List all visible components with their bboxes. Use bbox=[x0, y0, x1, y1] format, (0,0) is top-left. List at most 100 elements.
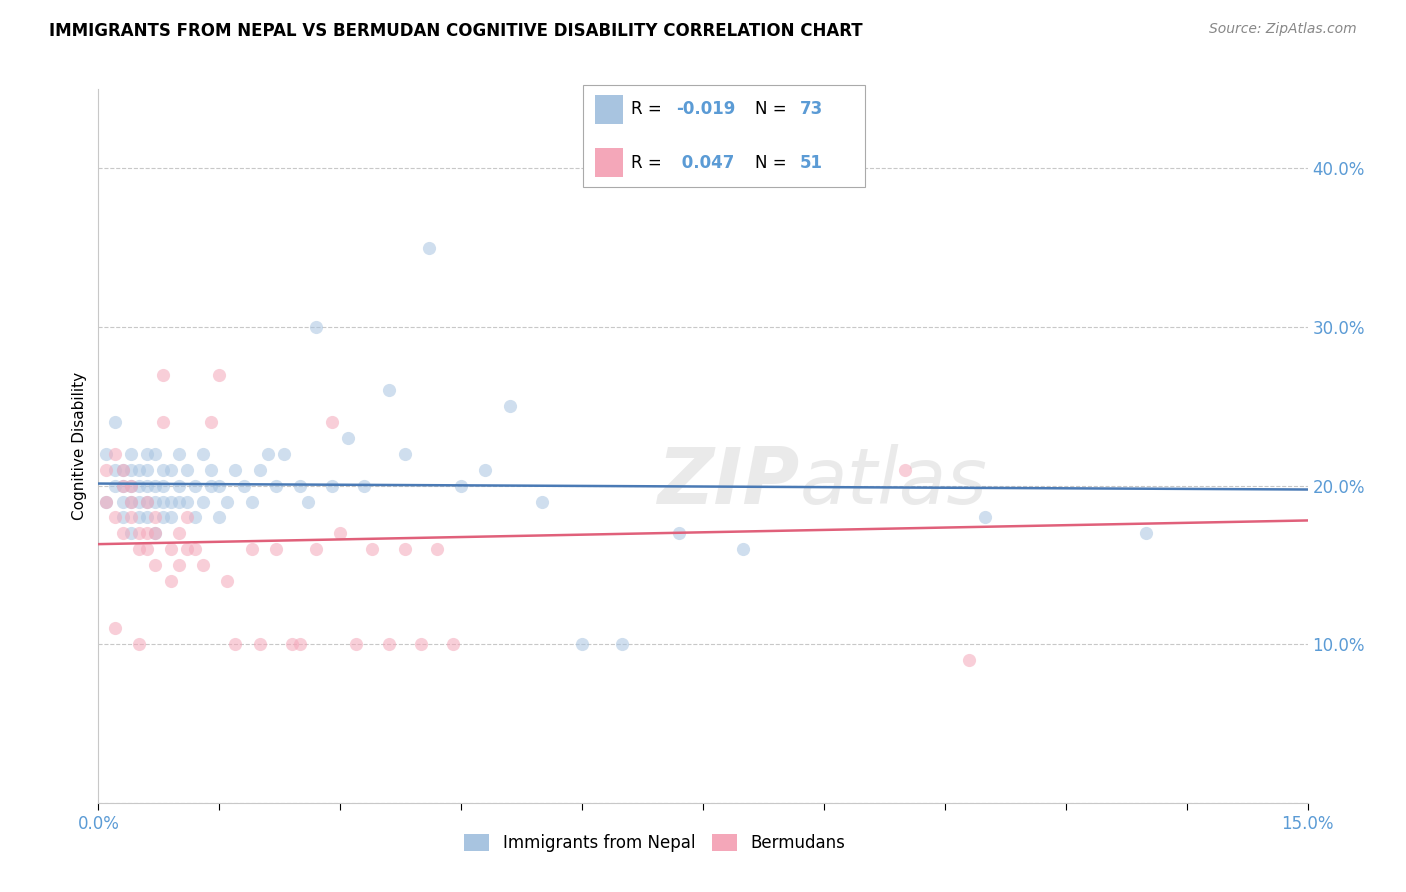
Text: R =: R = bbox=[631, 101, 668, 119]
Text: N =: N = bbox=[755, 101, 792, 119]
Point bbox=[200, 415, 222, 429]
Point bbox=[120, 463, 142, 477]
Point bbox=[184, 510, 207, 524]
Point bbox=[152, 510, 174, 524]
Text: Source: ZipAtlas.com: Source: ZipAtlas.com bbox=[1209, 22, 1357, 37]
Point bbox=[394, 542, 416, 557]
Point bbox=[184, 478, 207, 492]
Point bbox=[135, 463, 157, 477]
Point bbox=[167, 526, 190, 541]
Point bbox=[111, 463, 134, 477]
Point bbox=[208, 510, 231, 524]
Text: 51: 51 bbox=[800, 153, 823, 171]
Point bbox=[409, 637, 432, 651]
Point bbox=[329, 526, 352, 541]
Point bbox=[135, 447, 157, 461]
Point bbox=[571, 637, 593, 651]
Point bbox=[120, 494, 142, 508]
Point bbox=[176, 510, 198, 524]
Point bbox=[167, 447, 190, 461]
Point bbox=[143, 526, 166, 541]
Point bbox=[193, 494, 215, 508]
Point bbox=[208, 478, 231, 492]
Point bbox=[111, 494, 134, 508]
Point bbox=[135, 478, 157, 492]
Text: ZIP: ZIP bbox=[658, 443, 800, 520]
Point bbox=[143, 510, 166, 524]
Point bbox=[135, 542, 157, 557]
Point bbox=[128, 478, 150, 492]
Point bbox=[321, 478, 343, 492]
Point bbox=[143, 494, 166, 508]
Point bbox=[1135, 526, 1157, 541]
Point bbox=[377, 384, 399, 398]
Point bbox=[321, 415, 343, 429]
Point bbox=[176, 463, 198, 477]
Point bbox=[143, 526, 166, 541]
Point bbox=[264, 478, 287, 492]
Point bbox=[135, 494, 157, 508]
Point bbox=[120, 447, 142, 461]
Point bbox=[120, 526, 142, 541]
Text: R =: R = bbox=[631, 153, 668, 171]
Text: atlas: atlas bbox=[800, 443, 987, 520]
Point bbox=[418, 241, 440, 255]
Point bbox=[111, 478, 134, 492]
Point bbox=[143, 447, 166, 461]
Point bbox=[103, 478, 125, 492]
Point bbox=[160, 494, 183, 508]
Point bbox=[240, 542, 263, 557]
Point bbox=[103, 447, 125, 461]
Point bbox=[217, 494, 239, 508]
Point bbox=[135, 526, 157, 541]
Bar bbox=[595, 148, 623, 177]
Point bbox=[450, 478, 472, 492]
Point bbox=[193, 558, 215, 572]
Point bbox=[264, 542, 287, 557]
Point bbox=[288, 637, 311, 651]
Point bbox=[224, 637, 246, 651]
Point bbox=[344, 637, 367, 651]
Point bbox=[96, 494, 118, 508]
Point bbox=[394, 447, 416, 461]
Point bbox=[668, 526, 690, 541]
Point bbox=[128, 494, 150, 508]
Point bbox=[426, 542, 449, 557]
Legend: Immigrants from Nepal, Bermudans: Immigrants from Nepal, Bermudans bbox=[457, 827, 852, 859]
Point bbox=[361, 542, 384, 557]
Point bbox=[474, 463, 496, 477]
Point bbox=[167, 558, 190, 572]
Point bbox=[200, 478, 222, 492]
Point bbox=[143, 478, 166, 492]
Point bbox=[152, 494, 174, 508]
Point bbox=[103, 415, 125, 429]
Text: IMMIGRANTS FROM NEPAL VS BERMUDAN COGNITIVE DISABILITY CORRELATION CHART: IMMIGRANTS FROM NEPAL VS BERMUDAN COGNIT… bbox=[49, 22, 863, 40]
Point bbox=[160, 542, 183, 557]
Point bbox=[297, 494, 319, 508]
Point bbox=[160, 463, 183, 477]
Point bbox=[184, 542, 207, 557]
Text: N =: N = bbox=[755, 153, 792, 171]
Point bbox=[281, 637, 304, 651]
Point bbox=[353, 478, 375, 492]
Point bbox=[103, 621, 125, 635]
Point bbox=[111, 510, 134, 524]
Point bbox=[733, 542, 755, 557]
Text: 0.047: 0.047 bbox=[676, 153, 735, 171]
Point bbox=[160, 510, 183, 524]
Point bbox=[498, 400, 520, 414]
Point bbox=[441, 637, 464, 651]
Y-axis label: Cognitive Disability: Cognitive Disability bbox=[72, 372, 87, 520]
Point bbox=[167, 478, 190, 492]
Point bbox=[240, 494, 263, 508]
Bar bbox=[595, 95, 623, 124]
Point bbox=[288, 478, 311, 492]
Point bbox=[96, 447, 118, 461]
Point bbox=[111, 526, 134, 541]
Point bbox=[152, 415, 174, 429]
Point bbox=[111, 478, 134, 492]
Point bbox=[128, 510, 150, 524]
Point bbox=[152, 368, 174, 382]
Point bbox=[128, 526, 150, 541]
Point bbox=[256, 447, 278, 461]
